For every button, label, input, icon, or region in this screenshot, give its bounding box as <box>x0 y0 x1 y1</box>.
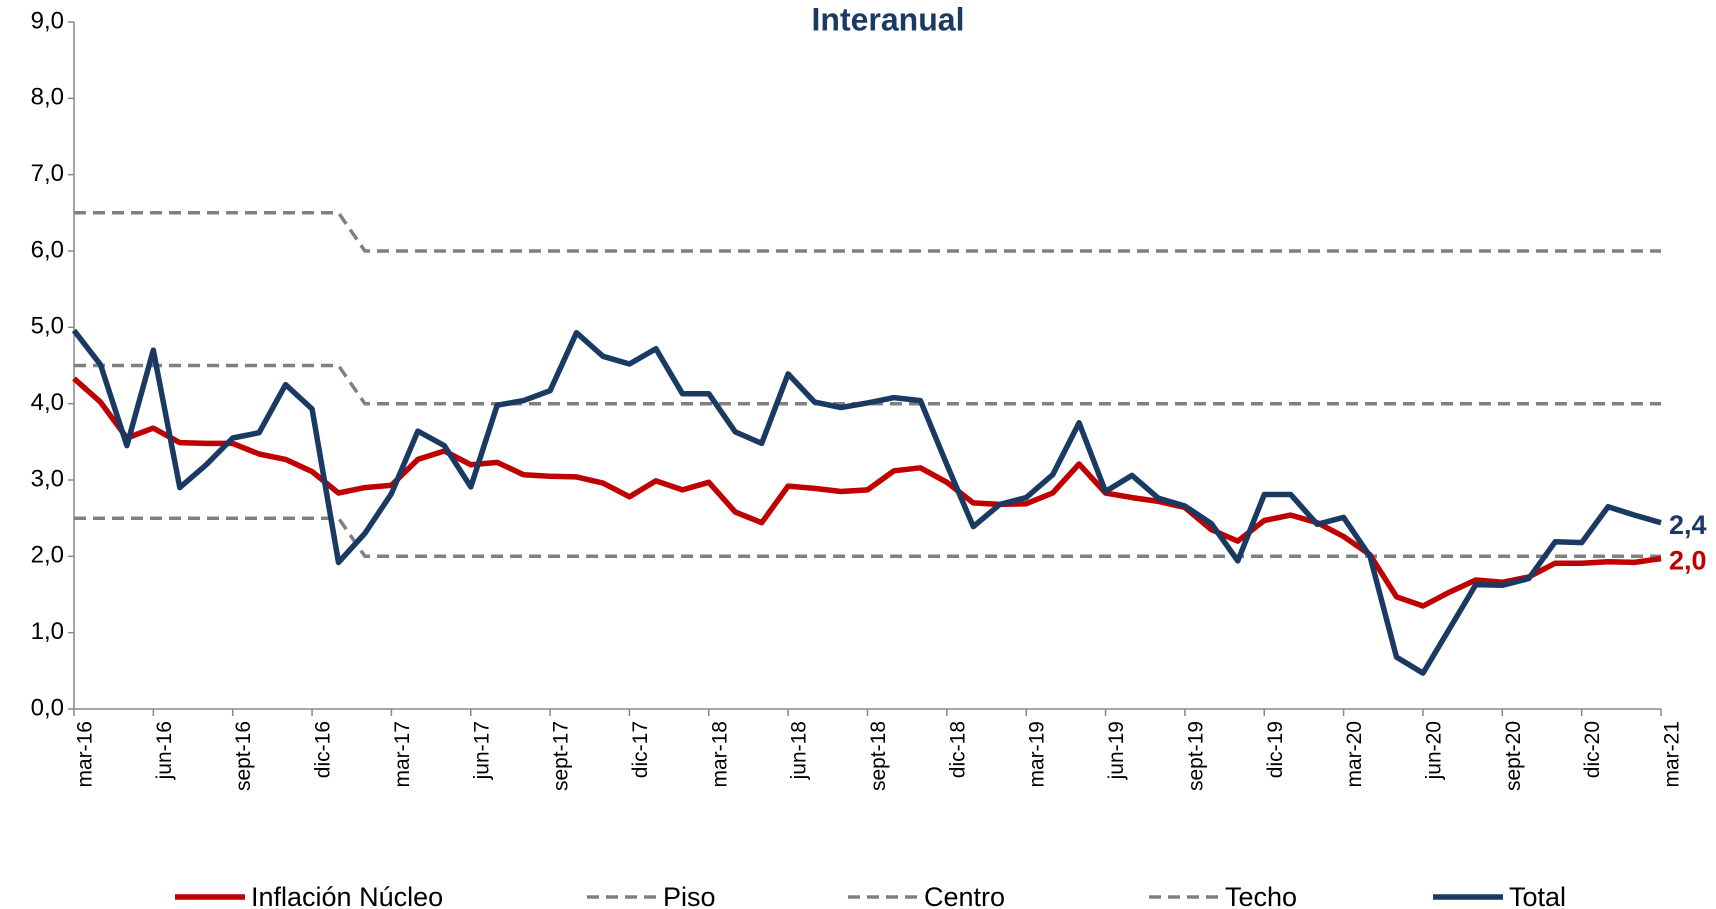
x-tick-label: dic-17 <box>629 721 652 778</box>
series-line <box>74 516 1661 559</box>
chart-title: Interanual <box>812 1 965 37</box>
y-tick-label: 4,0 <box>31 389 64 416</box>
legend-label: Centro <box>924 882 1005 909</box>
legend-label: Total <box>1509 882 1566 909</box>
x-tick-label: dic-16 <box>312 721 335 778</box>
x-tick-label: jun-16 <box>153 721 176 780</box>
y-tick-label: 1,0 <box>31 618 64 645</box>
x-tick-label: sept-17 <box>550 721 573 791</box>
y-tick-label: 0,0 <box>31 694 64 721</box>
data-label: 2,0 <box>1669 546 1707 576</box>
series-line <box>71 328 1662 676</box>
y-tick-label: 2,0 <box>31 542 64 569</box>
x-tick-label: jun-19 <box>1105 721 1128 780</box>
y-tick-label: 8,0 <box>31 84 64 111</box>
x-tick-label: mar-16 <box>74 721 97 788</box>
x-tick-label: sept-18 <box>867 721 890 791</box>
series-line <box>72 376 1662 609</box>
data-label: 2,4 <box>1669 510 1707 540</box>
y-tick-label: 9,0 <box>31 7 64 34</box>
x-tick-label: mar-21 <box>1661 721 1684 788</box>
x-tick-label: dic-19 <box>1264 721 1287 778</box>
x-tick-label: jun-18 <box>788 721 811 780</box>
x-tick-label: sept-19 <box>1184 721 1207 791</box>
y-tick-label: 5,0 <box>31 313 64 340</box>
y-tick-label: 7,0 <box>31 160 64 187</box>
y-tick-label: 6,0 <box>31 236 64 263</box>
x-tick-label: mar-17 <box>391 721 414 788</box>
legend-label: Inflación Núcleo <box>251 882 443 909</box>
legend-label: Techo <box>1225 882 1297 909</box>
series-line <box>74 211 1661 253</box>
x-tick-label: sept-16 <box>232 721 255 791</box>
series-line <box>74 363 1661 406</box>
x-tick-label: jun-20 <box>1422 721 1445 780</box>
x-tick-label: dic-18 <box>946 721 969 778</box>
legend-label: Piso <box>663 882 716 909</box>
x-tick-label: mar-19 <box>1026 721 1049 788</box>
y-tick-label: 3,0 <box>31 465 64 492</box>
x-tick-label: jun-17 <box>470 721 493 780</box>
x-tick-label: sept-20 <box>1502 721 1525 791</box>
x-tick-label: mar-20 <box>1343 721 1366 788</box>
x-tick-label: dic-20 <box>1581 721 1604 778</box>
x-tick-label: mar-18 <box>708 721 731 788</box>
